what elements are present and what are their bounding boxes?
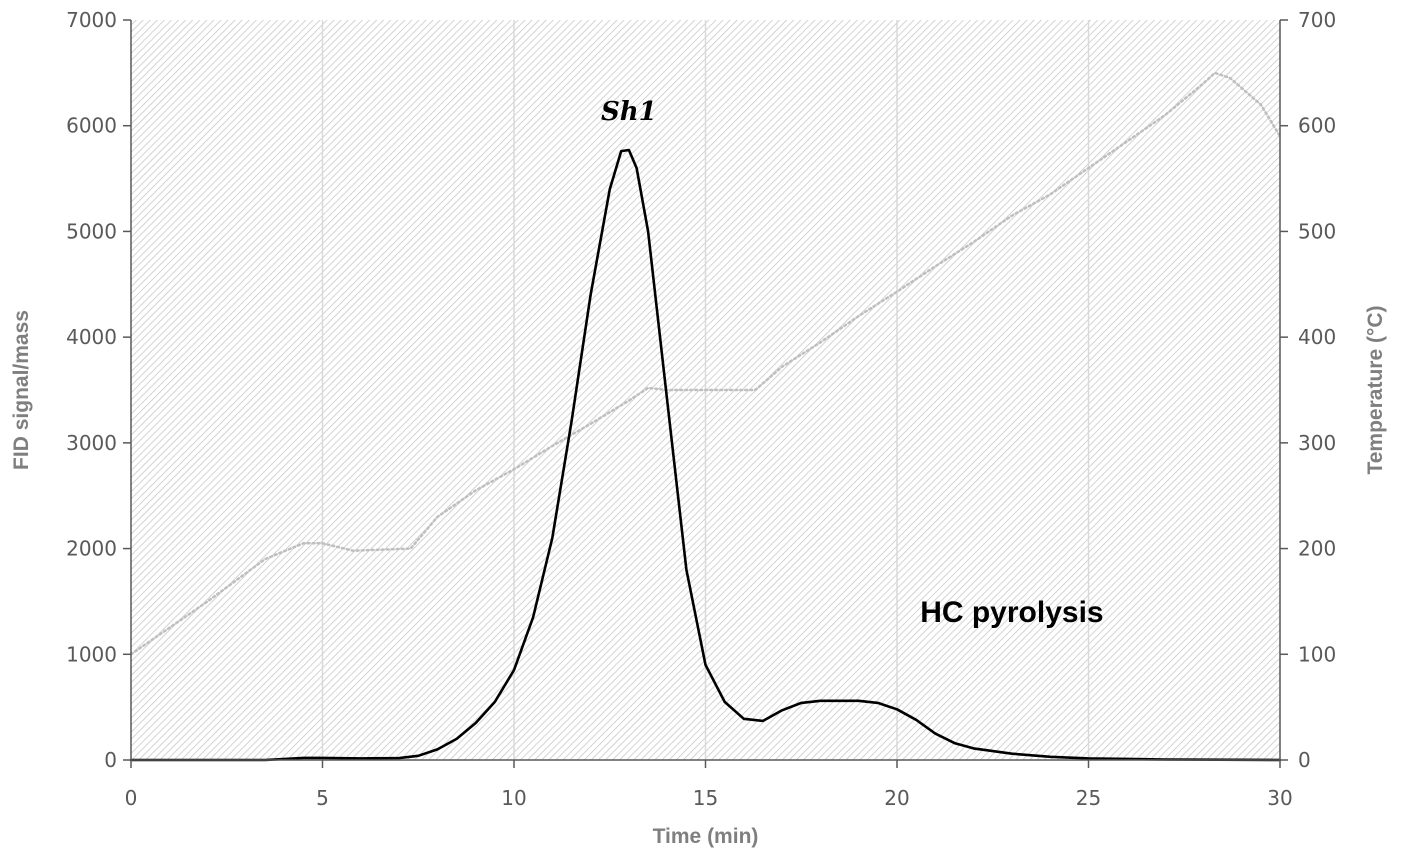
axes [123, 19, 1288, 768]
x-tick-label-0: 0 [125, 786, 138, 810]
x-tick-label-2: 10 [501, 786, 526, 810]
y-tick-label-4: 4000 [66, 325, 117, 349]
tick-labels: 0100020003000400050006000700001002003004… [66, 8, 1336, 810]
x-tick-label-3: 15 [693, 786, 718, 810]
y-axis-title: FID signal/mass [10, 310, 33, 470]
fid-signal-series-line [129, 148, 1282, 762]
y2-axis-title: Temperature (°C) [1364, 305, 1387, 474]
y-tick-label-2: 2000 [66, 537, 117, 561]
y2-tick-label-7: 700 [1298, 8, 1336, 32]
y2-tick-label-4: 400 [1298, 325, 1336, 349]
y-tick-label-6: 6000 [66, 114, 117, 138]
annotation-sh1: Sh1 [601, 97, 657, 127]
x-tick-label-5: 25 [1076, 786, 1101, 810]
y-tick-label-1: 1000 [66, 642, 117, 666]
series-layer [129, 71, 1282, 762]
x-tick-label-6: 30 [1267, 786, 1292, 810]
y2-tick-label-3: 300 [1298, 431, 1336, 455]
y2-tick-label-2: 200 [1298, 537, 1336, 561]
y2-tick-label-5: 500 [1298, 219, 1336, 243]
y2-tick-label-1: 100 [1298, 642, 1336, 666]
x-tick-label-4: 20 [884, 786, 909, 810]
x-tick-label-1: 5 [316, 786, 329, 810]
annotation-hc-pyrolysis: HC pyrolysis [920, 596, 1103, 629]
y-tick-label-7: 7000 [66, 8, 117, 32]
y-tick-label-3: 3000 [66, 431, 117, 455]
x-axis-title: Time (min) [653, 825, 759, 848]
y-tick-label-0: 0 [104, 748, 117, 772]
temperature-series-line [129, 71, 1282, 656]
y-tick-label-5: 5000 [66, 219, 117, 243]
y2-tick-label-0: 0 [1298, 748, 1311, 772]
y2-tick-label-6: 600 [1298, 114, 1336, 138]
